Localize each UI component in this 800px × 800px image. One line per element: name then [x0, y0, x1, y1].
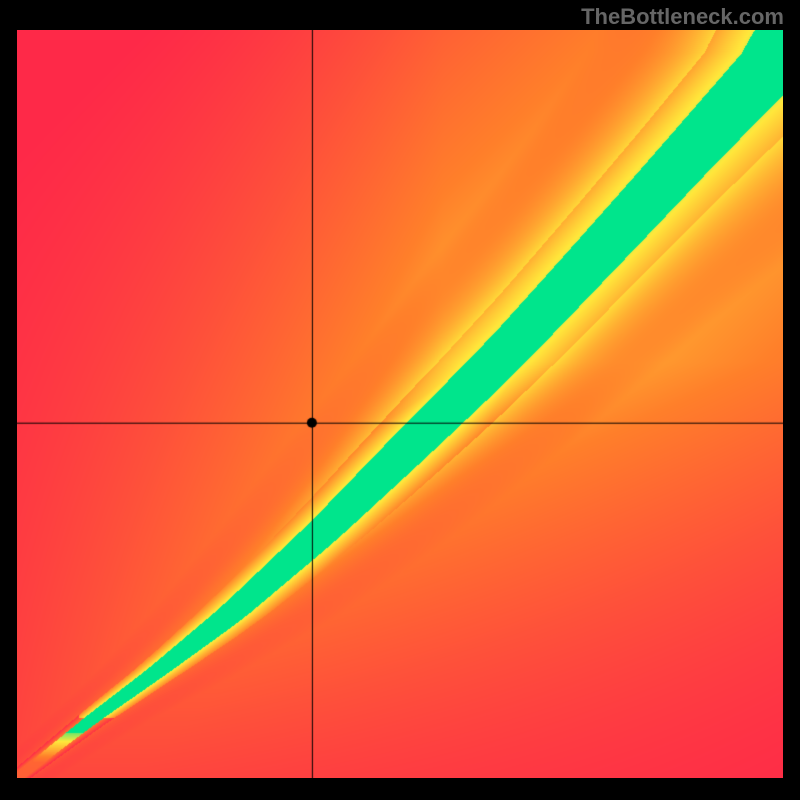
watermark-text: TheBottleneck.com	[581, 4, 784, 30]
heatmap-chart	[17, 30, 783, 778]
chart-container: TheBottleneck.com	[0, 0, 800, 800]
chart-canvas	[17, 30, 783, 778]
